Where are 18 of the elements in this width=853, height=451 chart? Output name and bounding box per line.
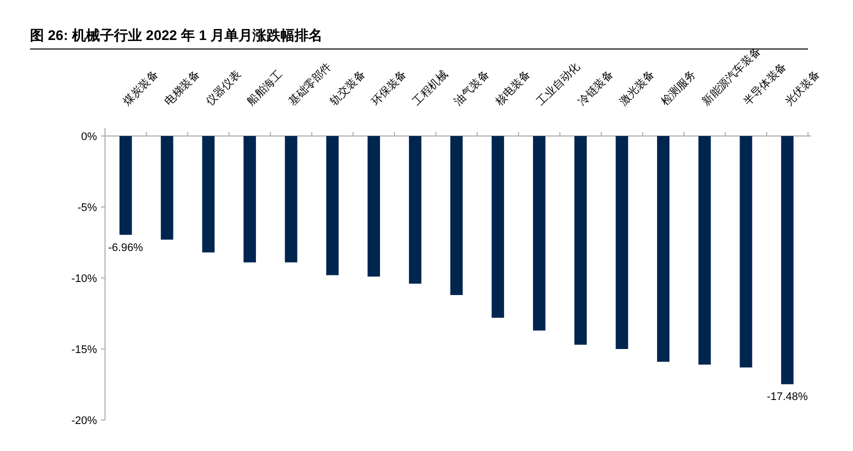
y-tick-label: -10%: [71, 272, 98, 285]
x-tick-label: 仪器仪表: [203, 68, 244, 108]
x-tick-label: 核电装备: [492, 68, 534, 109]
y-tick-label: 0%: [81, 130, 98, 143]
x-tick-label: 煤炭装备: [120, 68, 161, 108]
x-tick-label: 激光装备: [616, 68, 658, 108]
x-tick-label: 船舶海工: [244, 68, 285, 108]
x-tick-label: 电梯装备: [162, 68, 202, 108]
y-tick-label: -20%: [71, 414, 98, 427]
x-tick-label: 环保装备: [368, 68, 410, 108]
data-label: -6.96%: [108, 242, 144, 254]
x-tick-label: 检测服务: [658, 68, 698, 108]
x-tick-label: 油气装备: [451, 68, 492, 108]
chart-title: 图 26: 机械子行业 2022 年 1 月单月涨跌幅排名: [30, 27, 323, 43]
data-label: -17.48%: [766, 391, 808, 404]
x-tick-label: 工程机械: [410, 68, 450, 108]
y-tick-label: -5%: [77, 202, 98, 214]
y-tick-label: -15%: [71, 344, 98, 356]
